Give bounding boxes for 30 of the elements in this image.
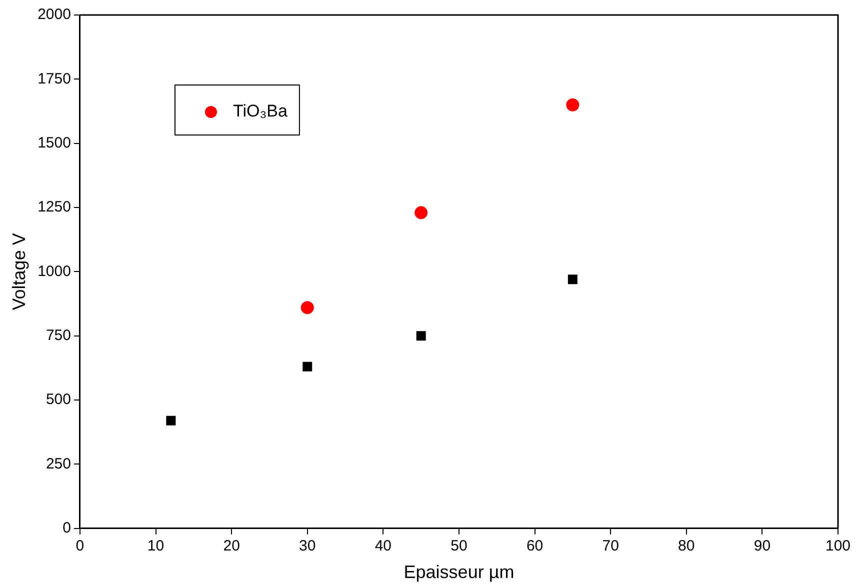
x-tick-label: 100 [825,538,851,555]
y-tick-label: 500 [46,391,71,408]
legend-label: TiO₃Ba [232,102,288,121]
point [166,416,176,426]
point [416,331,426,341]
point [568,274,578,284]
x-tick-label: 70 [602,538,619,555]
x-tick-label: 50 [450,538,468,555]
y-tick-label: 1250 [38,198,71,216]
y-tick-label: 1500 [38,134,71,152]
x-tick-label: 60 [526,538,544,555]
x-tick-label: 80 [678,538,695,555]
x-axis-title: Epaisseur µm [404,562,514,582]
x-tick-label: 10 [147,538,164,555]
x-tick-label: 0 [76,538,84,555]
x-tick-label: 20 [223,538,240,555]
x-tick-label: 30 [299,538,316,555]
point [414,206,428,220]
y-tick-label: 2000 [38,6,71,24]
x-tick-label: 90 [754,538,771,555]
y-axis-title: Voltage V [8,233,29,310]
point [302,362,312,372]
y-tick-label: 1000 [38,262,71,280]
y-tick-label: 250 [46,455,71,472]
x-tick-label: 40 [374,538,392,555]
y-tick-label: 0 [62,520,71,537]
y-tick-label: 750 [46,327,71,344]
point [300,301,314,314]
y-tick-label: 1750 [38,70,71,88]
point [566,98,580,112]
